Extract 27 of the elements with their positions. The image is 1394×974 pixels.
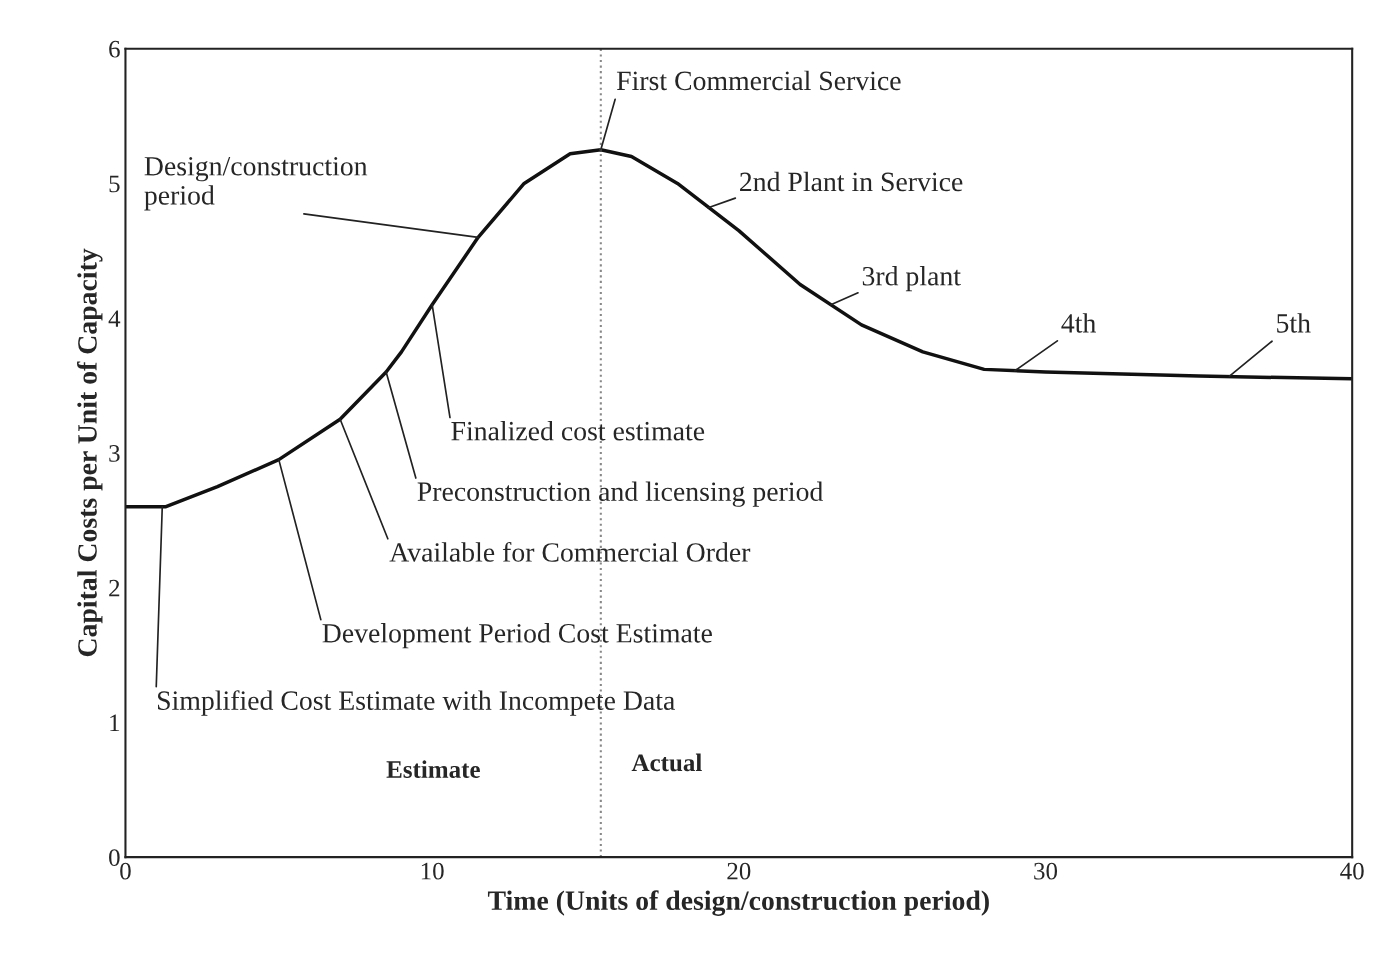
- x-tick-label: 10: [421, 862, 444, 880]
- annotation: 5th: [1277, 313, 1311, 333]
- annotation: Simplified Cost Estimate with Incompete Data: [157, 690, 675, 716]
- line-series: [125, 148, 1353, 509]
- y-tick-label: 1: [110, 714, 120, 732]
- x-tick-label: 30: [1034, 862, 1058, 880]
- annotation: Actual: [631, 753, 702, 772]
- y-tick-label: 6: [109, 40, 120, 58]
- annotation: Development Period Cost Estimate: [322, 623, 712, 649]
- annotation: 2nd Plant in Service: [740, 171, 963, 192]
- y-tick-label: 0: [109, 849, 120, 867]
- y-tick-label: 4: [108, 310, 121, 327]
- annotation: Available for Commercial Order: [389, 541, 751, 562]
- x-tick-label: 20: [727, 862, 751, 880]
- y-tick-label: 5: [109, 175, 120, 193]
- annotation: Estimate: [386, 760, 480, 778]
- annotation: Finalized cost estimate: [451, 420, 705, 441]
- annotation: 4th: [1061, 313, 1096, 333]
- annotation: Preconstruction and licensing period: [417, 481, 823, 507]
- annotation: 3rd plant: [862, 266, 961, 292]
- y-tick-label: 3: [109, 445, 120, 462]
- annotation: First Commercial Service: [616, 70, 901, 91]
- y-axis-title: Capital Costs per Unit of Capacity: [76, 248, 103, 657]
- x-axis-title: Time (Units of design/construction period): [487, 890, 989, 916]
- y-tick-label: 2: [109, 579, 120, 597]
- annotation: Design/construction period: [144, 156, 368, 211]
- x-tick-label: 40: [1340, 862, 1364, 880]
